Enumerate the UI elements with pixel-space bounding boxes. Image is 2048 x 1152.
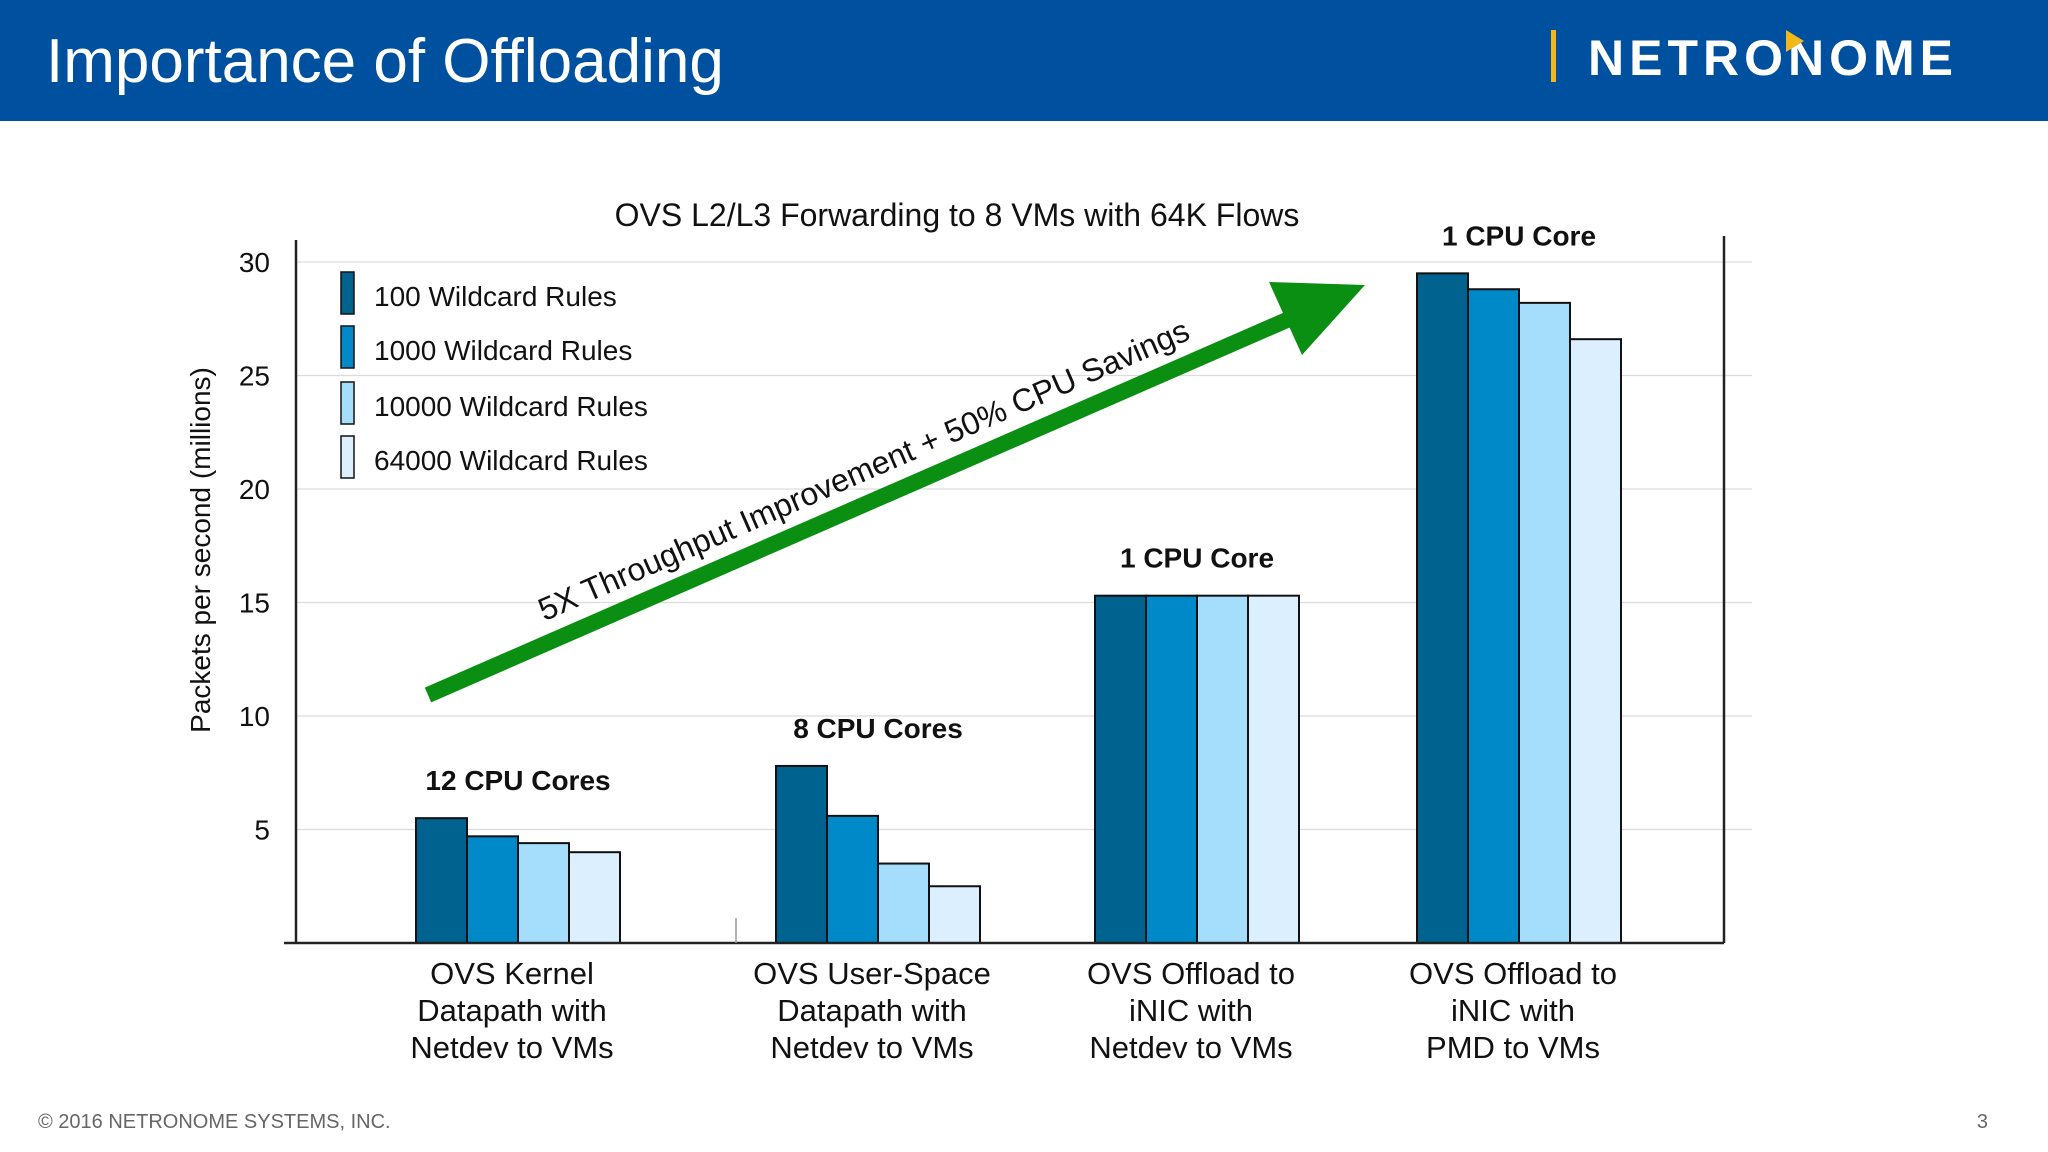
y-tick-label: 5: [254, 815, 270, 846]
chart-title: OVS L2/L3 Forwarding to 8 VMs with 64K F…: [615, 197, 1300, 233]
x-category-label: OVS Offload to iNIC with PMD to VMs: [1409, 956, 1617, 1065]
x-category-line: Netdev to VMs: [410, 1030, 613, 1065]
slide-title: Importance of Offloading: [46, 27, 724, 96]
legend-swatch: [340, 271, 355, 315]
bar-4-1: [1416, 272, 1469, 945]
y-tick-labels: 5 10 15 20 25 30: [239, 247, 270, 846]
bar-4-2: [1467, 288, 1520, 944]
x-category-line: Datapath with: [417, 993, 607, 1028]
x-category-labels: OVS Kernel Datapath with Netdev to VMsOVS …: [410, 956, 1617, 1065]
x-category-label: OVS User-Space Datapath with Netdev to VMs: [753, 956, 991, 1065]
x-category-line: Datapath with: [777, 993, 967, 1028]
bar-4-3: [1518, 301, 1571, 944]
x-category-line: iNIC with: [1451, 993, 1575, 1028]
bar-1-1: [415, 817, 468, 945]
cpu-core-label: 1 CPU Core: [1442, 220, 1596, 251]
bar-3-1: [1094, 594, 1147, 944]
y-tick-label: 30: [239, 247, 270, 278]
axes: [284, 236, 1726, 945]
bar-2-4: [928, 885, 981, 944]
page-number: 3: [1976, 1111, 1988, 1133]
x-category-line: iNIC with: [1129, 993, 1253, 1028]
legend-label: 1000 Wildcard Rules: [374, 335, 632, 366]
x-category-line: Netdev to VMs: [1089, 1030, 1292, 1065]
legend-label: 100 Wildcard Rules: [374, 281, 617, 312]
arrow-head-icon: [1269, 282, 1365, 355]
x-category-line: PMD to VMs: [1426, 1030, 1600, 1065]
bar-1-4: [568, 851, 621, 945]
x-category-label: OVS Kernel Datapath with Netdev to VMs: [410, 956, 613, 1065]
y-tick-label: 20: [239, 474, 270, 505]
bar-3-4: [1247, 594, 1300, 944]
cpu-core-labels: 12 CPU Cores 8 CPU Cores 1 CPU Core 1 CPU C…: [425, 220, 1596, 796]
bar-2-2: [826, 814, 879, 945]
legend: 100 Wildcard Rules 1000 Wildcard Rules 100…: [340, 271, 648, 479]
bar-3-3: [1196, 594, 1249, 944]
y-tick-label: 15: [239, 588, 270, 619]
bar-3-2: [1145, 594, 1198, 944]
netronome-logo: NETRONOME: [1588, 30, 1958, 86]
footer-copyright: © 2016 NETRONOME SYSTEMS, INC.: [38, 1111, 391, 1133]
bar-2-1: [775, 764, 828, 944]
x-category-label: OVS Offload to iNIC with Netdev to VMs: [1087, 956, 1295, 1065]
bars: [415, 272, 1622, 945]
legend-label: 64000 Wildcard Rules: [374, 445, 648, 476]
x-category-line: OVS User-Space: [753, 956, 991, 991]
bar-1-2: [466, 835, 519, 944]
bar-2-3: [877, 862, 930, 944]
bar-4-4: [1569, 338, 1622, 944]
x-category-line: OVS Offload to: [1409, 956, 1617, 991]
slide-header: Importance of Offloading NETRONOME: [0, 0, 2048, 121]
legend-swatch: [340, 381, 355, 425]
legend-label: 10000 Wildcard Rules: [374, 391, 648, 422]
y-tick-label: 25: [239, 361, 270, 392]
legend-swatch: [340, 435, 355, 479]
improvement-arrow: [424, 282, 1365, 703]
bar-1-3: [517, 842, 570, 944]
x-category-line: OVS Kernel: [430, 956, 594, 991]
arrow-shaft: [424, 308, 1300, 703]
x-category-line: Netdev to VMs: [770, 1030, 973, 1065]
legend-swatch: [340, 325, 355, 369]
y-tick-label: 10: [239, 701, 270, 732]
logo-play-icon: [1786, 30, 1804, 52]
cpu-core-label: 12 CPU Cores: [425, 765, 610, 796]
cpu-core-label: 8 CPU Cores: [793, 713, 963, 744]
y-axis-label: Packets per second (millions): [185, 367, 216, 733]
logo-divider: [1551, 30, 1556, 82]
cpu-core-label: 1 CPU Core: [1120, 543, 1274, 574]
x-category-line: OVS Offload to: [1087, 956, 1295, 991]
